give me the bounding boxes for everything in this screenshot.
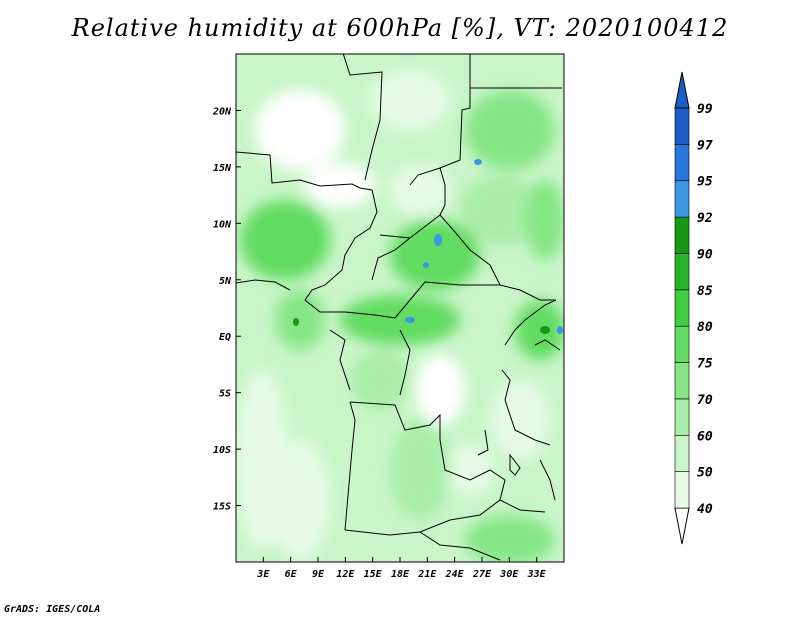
lat-tick-label: 15N bbox=[213, 163, 232, 174]
colorbar-bin bbox=[674, 144, 690, 182]
lat-tick-label: 15S bbox=[213, 502, 231, 513]
humidity-field bbox=[236, 54, 564, 562]
colorbar-bin bbox=[674, 471, 690, 509]
colorbar-bin bbox=[674, 362, 690, 400]
lon-tick-label: 15E bbox=[364, 569, 383, 580]
colorbar-bin bbox=[674, 434, 690, 472]
lat-tick-label: 5N bbox=[219, 276, 232, 287]
lon-tick-label: 9E bbox=[312, 569, 325, 580]
lon-tick-label: 6E bbox=[285, 569, 298, 580]
lat-tick-label: 10S bbox=[213, 445, 231, 456]
colorbar-level-label: 80 bbox=[697, 320, 713, 335]
lon-tick-label: 12E bbox=[336, 569, 355, 580]
lon-tick-label: 21E bbox=[417, 569, 437, 580]
lon-tick-label: 18E bbox=[391, 569, 410, 580]
lat-tick-label: 20N bbox=[212, 106, 232, 117]
colorbar-level-label: 95 bbox=[697, 175, 713, 190]
colorbar: 40 50 60 70 75 80 85 90 92 95 97 99 bbox=[674, 71, 713, 545]
colorbar-level-label: 40 bbox=[697, 502, 713, 517]
colorbar-high-triangle bbox=[674, 71, 690, 109]
colorbar-level-label: 70 bbox=[697, 393, 713, 408]
lon-tick-label: 3E bbox=[256, 569, 270, 580]
map-title: Relative humidity at 600hPa [%], VT: 202… bbox=[71, 14, 729, 42]
axis-ticks: 3E 6E 9E 12E 15E 18E 21E 24E 27E 30E 33E 20N 15N 10N 5… bbox=[212, 106, 547, 580]
grads-credit: GrADS: IGES/COLA bbox=[4, 604, 101, 615]
lon-tick-label: 24E bbox=[445, 569, 465, 580]
colorbar-level-label: 92 bbox=[697, 211, 713, 226]
colorbar-level-label: 99 bbox=[697, 102, 713, 117]
lon-tick-label: 33E bbox=[527, 569, 547, 580]
colorbar-low-triangle bbox=[674, 507, 690, 545]
colorbar-bin bbox=[674, 216, 690, 254]
colorbar-bin bbox=[674, 253, 690, 291]
colorbar-level-label: 85 bbox=[697, 284, 713, 299]
lon-tick-label: 30E bbox=[499, 569, 519, 580]
colorbar-bin bbox=[674, 398, 690, 436]
colorbar-level-label: 75 bbox=[697, 357, 713, 372]
lat-tick-label: EQ bbox=[219, 332, 231, 343]
colorbar-level-label: 60 bbox=[697, 429, 713, 444]
lat-tick-label: 10N bbox=[213, 219, 232, 230]
lon-tick-label: 27E bbox=[472, 569, 492, 580]
colorbar-bin bbox=[674, 325, 690, 363]
lat-tick-label: 5S bbox=[219, 389, 231, 400]
colorbar-bin bbox=[674, 107, 690, 145]
colorbar-level-label: 90 bbox=[697, 247, 713, 262]
colorbar-bin bbox=[674, 180, 690, 218]
colorbar-level-label: 50 bbox=[697, 466, 713, 481]
colorbar-bin bbox=[674, 289, 690, 327]
colorbar-level-label: 97 bbox=[697, 138, 713, 153]
